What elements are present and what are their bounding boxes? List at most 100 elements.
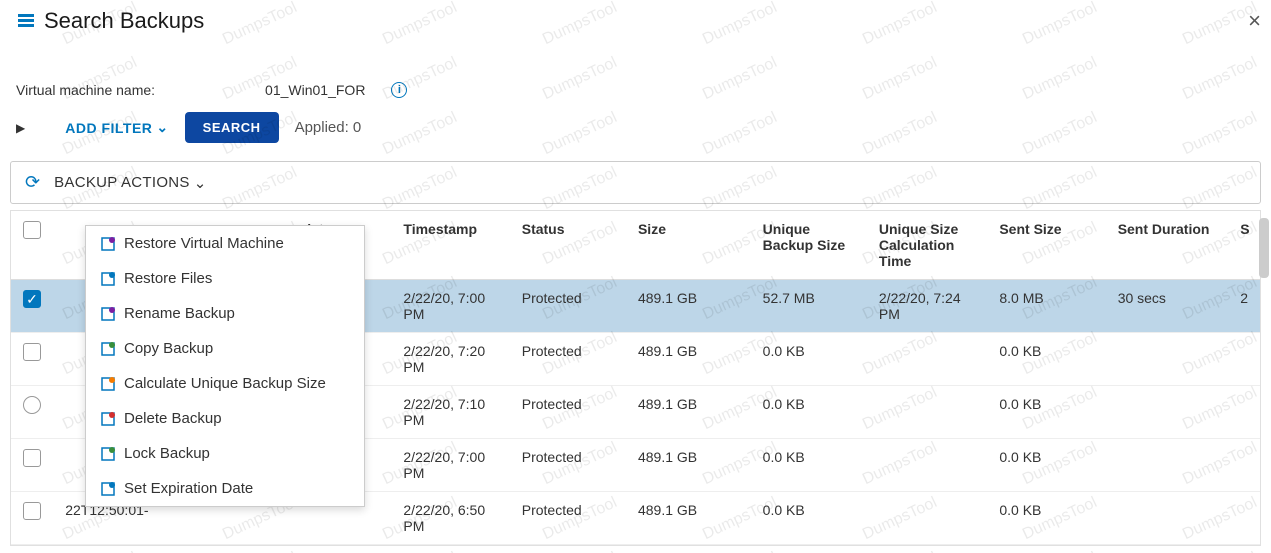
chevron-down-icon: ⌄ [194, 174, 207, 192]
row-checkbox[interactable]: ✓ [23, 290, 41, 308]
cell-size: 489.1 GB [626, 280, 751, 333]
cell-timestamp: 2/22/20, 7:10 PM [391, 386, 509, 439]
info-icon[interactable]: i [391, 82, 407, 98]
backup-stack-icon [16, 11, 36, 31]
cell-sent-duration [1106, 386, 1229, 439]
menu-expire[interactable]: Set Expiration Date [86, 471, 364, 506]
menu-rename-label: Rename Backup [124, 305, 235, 322]
menu-expire-label: Set Expiration Date [124, 480, 253, 497]
delete-icon [100, 411, 116, 427]
cell-sc: 2 [1228, 280, 1260, 333]
row-checkbox[interactable] [23, 449, 41, 467]
menu-restore-files-label: Restore Files [124, 270, 212, 287]
vm-name-label: Virtual machine name: [16, 82, 155, 98]
close-button[interactable]: × [1248, 8, 1261, 34]
cell-timestamp: 2/22/20, 6:50 PM [391, 492, 509, 545]
header-unique-backup-size[interactable]: Unique Backup Size [751, 211, 867, 280]
menu-lock-label: Lock Backup [124, 445, 210, 462]
cell-unique-backup-size: 0.0 KB [751, 333, 867, 386]
search-button[interactable]: SEARCH [185, 112, 279, 143]
dialog-title: Search Backups [44, 8, 204, 34]
expand-caret-icon[interactable]: ▶ [16, 121, 25, 135]
header-checkbox-cell [11, 211, 53, 280]
cell-size: 489.1 GB [626, 333, 751, 386]
rename-icon [100, 306, 116, 322]
cell-size: 489.1 GB [626, 439, 751, 492]
add-filter-label: ADD FILTER [65, 120, 152, 136]
cell-unique-calc-time: 2/22/20, 7:24 PM [867, 280, 987, 333]
menu-calc[interactable]: Calculate Unique Backup Size [86, 366, 364, 401]
cell-status: Protected [510, 333, 626, 386]
cell-sent-size: 8.0 MB [987, 280, 1105, 333]
vm-name-value: 01_Win01_FOR [265, 82, 365, 98]
cell-unique-calc-time [867, 439, 987, 492]
lock-icon [100, 446, 116, 462]
search-row: ▶ ADD FILTER ⌄ SEARCH Applied: 0 [0, 112, 1271, 161]
cell-sent-duration [1106, 439, 1229, 492]
cell-unique-backup-size: 0.0 KB [751, 386, 867, 439]
backup-actions-dropdown[interactable]: BACKUP ACTIONS ⌄ [54, 174, 207, 192]
cell-sent-duration: 30 secs [1106, 280, 1229, 333]
cell-status: Protected [510, 280, 626, 333]
header-sc[interactable]: S [1228, 211, 1260, 280]
menu-delete[interactable]: Delete Backup [86, 401, 364, 436]
chevron-down-icon: ⌄ [156, 119, 168, 136]
cell-status: Protected [510, 386, 626, 439]
menu-delete-label: Delete Backup [124, 410, 222, 427]
copy-icon [100, 341, 116, 357]
menu-calc-label: Calculate Unique Backup Size [124, 375, 326, 392]
applied-count: Applied: 0 [295, 119, 362, 136]
cell-unique-backup-size: 0.0 KB [751, 439, 867, 492]
backup-actions-menu: Restore Virtual Machine Restore Files Re… [85, 225, 365, 507]
cell-sc [1228, 492, 1260, 545]
cell-sc [1228, 333, 1260, 386]
cell-sent-duration [1106, 333, 1229, 386]
cell-status: Protected [510, 439, 626, 492]
cell-timestamp: 2/22/20, 7:00 PM [391, 439, 509, 492]
cell-size: 489.1 GB [626, 492, 751, 545]
restore-files-icon [100, 271, 116, 287]
refresh-icon[interactable]: ⟳ [25, 172, 40, 193]
row-checkbox[interactable] [23, 343, 41, 361]
header-size[interactable]: Size [626, 211, 751, 280]
cell-timestamp: 2/22/20, 7:20 PM [391, 333, 509, 386]
restore-vm-icon [100, 236, 116, 252]
menu-copy-label: Copy Backup [124, 340, 213, 357]
cell-timestamp: 2/22/20, 7:00 PM [391, 280, 509, 333]
cell-sent-size: 0.0 KB [987, 386, 1105, 439]
dialog-header: Search Backups [0, 0, 1271, 42]
cell-sc [1228, 386, 1260, 439]
select-all-checkbox[interactable] [23, 221, 41, 239]
cell-unique-calc-time [867, 333, 987, 386]
cell-unique-calc-time [867, 492, 987, 545]
menu-lock[interactable]: Lock Backup [86, 436, 364, 471]
cell-size: 489.1 GB [626, 386, 751, 439]
row-checkbox[interactable] [23, 502, 41, 520]
vertical-scrollbar[interactable] [1259, 218, 1269, 278]
menu-rename[interactable]: Rename Backup [86, 296, 364, 331]
row-checkbox[interactable] [23, 396, 41, 414]
menu-copy[interactable]: Copy Backup [86, 331, 364, 366]
expire-icon [100, 481, 116, 497]
cell-unique-backup-size: 52.7 MB [751, 280, 867, 333]
add-filter-button[interactable]: ADD FILTER ⌄ [65, 119, 168, 136]
header-timestamp[interactable]: Timestamp [391, 211, 509, 280]
cell-unique-backup-size: 0.0 KB [751, 492, 867, 545]
menu-restore-files[interactable]: Restore Files [86, 261, 364, 296]
header-sent-duration[interactable]: Sent Duration [1106, 211, 1229, 280]
cell-unique-calc-time [867, 386, 987, 439]
cell-sent-duration [1106, 492, 1229, 545]
cell-status: Protected [510, 492, 626, 545]
cell-sent-size: 0.0 KB [987, 492, 1105, 545]
calc-icon [100, 376, 116, 392]
menu-restore-vm[interactable]: Restore Virtual Machine [86, 226, 364, 261]
header-unique-calc-time[interactable]: Unique Size Calculation Time [867, 211, 987, 280]
cell-sc [1228, 439, 1260, 492]
cell-sent-size: 0.0 KB [987, 439, 1105, 492]
backup-actions-label: BACKUP ACTIONS [54, 174, 190, 191]
cell-sent-size: 0.0 KB [987, 333, 1105, 386]
header-sent-size[interactable]: Sent Size [987, 211, 1105, 280]
table-toolbar: ⟳ BACKUP ACTIONS ⌄ [10, 161, 1261, 204]
header-status[interactable]: Status [510, 211, 626, 280]
filter-row: Virtual machine name: 01_Win01_FOR i [0, 42, 1271, 112]
